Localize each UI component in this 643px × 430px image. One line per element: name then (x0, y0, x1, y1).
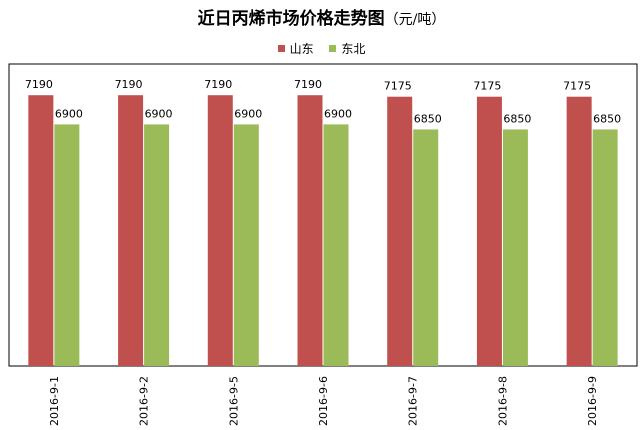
data-label-shandong-6: 7175 (563, 80, 591, 93)
legend-swatch-dongbei (329, 45, 337, 52)
legend-label-dongbei: 东北 (341, 42, 366, 56)
data-label-dongbei-3: 6900 (324, 107, 352, 120)
data-label-dongbei-2: 6900 (234, 107, 262, 120)
bar-shandong-2 (207, 95, 233, 366)
chart-title: 近日丙烯市场价格走势图（元/吨） (0, 4, 643, 29)
bar-dongbei-1 (144, 124, 170, 367)
bar-shandong-4 (387, 96, 413, 366)
x-tick-label-6: 2016-9-9 (586, 376, 599, 426)
chart-title-unit: （元/吨） (384, 12, 446, 28)
data-label-shandong-4: 7175 (384, 80, 412, 93)
bar-dongbei-4 (413, 129, 439, 366)
x-tick-label-0: 2016-9-1 (48, 376, 61, 426)
x-tick-label-2: 2016-9-5 (227, 376, 240, 426)
legend-item-dongbei: 东北 (329, 40, 365, 57)
data-label-shandong-1: 7190 (115, 78, 143, 91)
x-tick-label-3: 2016-9-6 (317, 376, 330, 426)
data-label-dongbei-6: 6850 (593, 112, 621, 125)
bar-dongbei-2 (233, 124, 259, 367)
data-label-dongbei-0: 6900 (55, 107, 83, 120)
data-label-shandong-3: 7190 (294, 78, 322, 91)
data-label-dongbei-1: 6900 (145, 107, 173, 120)
bar-dongbei-3 (323, 124, 349, 367)
legend-label-shandong: 山东 (289, 42, 314, 56)
data-label-dongbei-4: 6850 (414, 112, 442, 125)
bar-dongbei-6 (592, 129, 618, 366)
plot-area-border (8, 63, 638, 367)
legend-item-shandong: 山东 (277, 40, 314, 57)
data-label-shandong-2: 7190 (204, 78, 232, 91)
data-label-shandong-0: 7190 (25, 78, 53, 91)
chart-title-text: 近日丙烯市场价格走势图 (197, 9, 385, 29)
chart-legend: 山东 东北 (0, 40, 643, 57)
data-label-dongbei-5: 6850 (503, 112, 531, 125)
bar-shandong-1 (118, 95, 144, 366)
x-tick-label-1: 2016-9-2 (138, 376, 151, 426)
bar-dongbei-5 (502, 129, 528, 366)
bar-shandong-0 (28, 95, 54, 366)
bar-dongbei-0 (54, 124, 80, 367)
bar-shandong-3 (297, 95, 323, 366)
x-tick-label-4: 2016-9-7 (407, 376, 420, 426)
data-label-shandong-5: 7175 (473, 80, 501, 93)
bar-shandong-5 (476, 96, 502, 366)
x-tick-label-5: 2016-9-8 (496, 376, 509, 426)
bar-shandong-6 (566, 96, 592, 366)
legend-swatch-shandong (277, 45, 285, 52)
